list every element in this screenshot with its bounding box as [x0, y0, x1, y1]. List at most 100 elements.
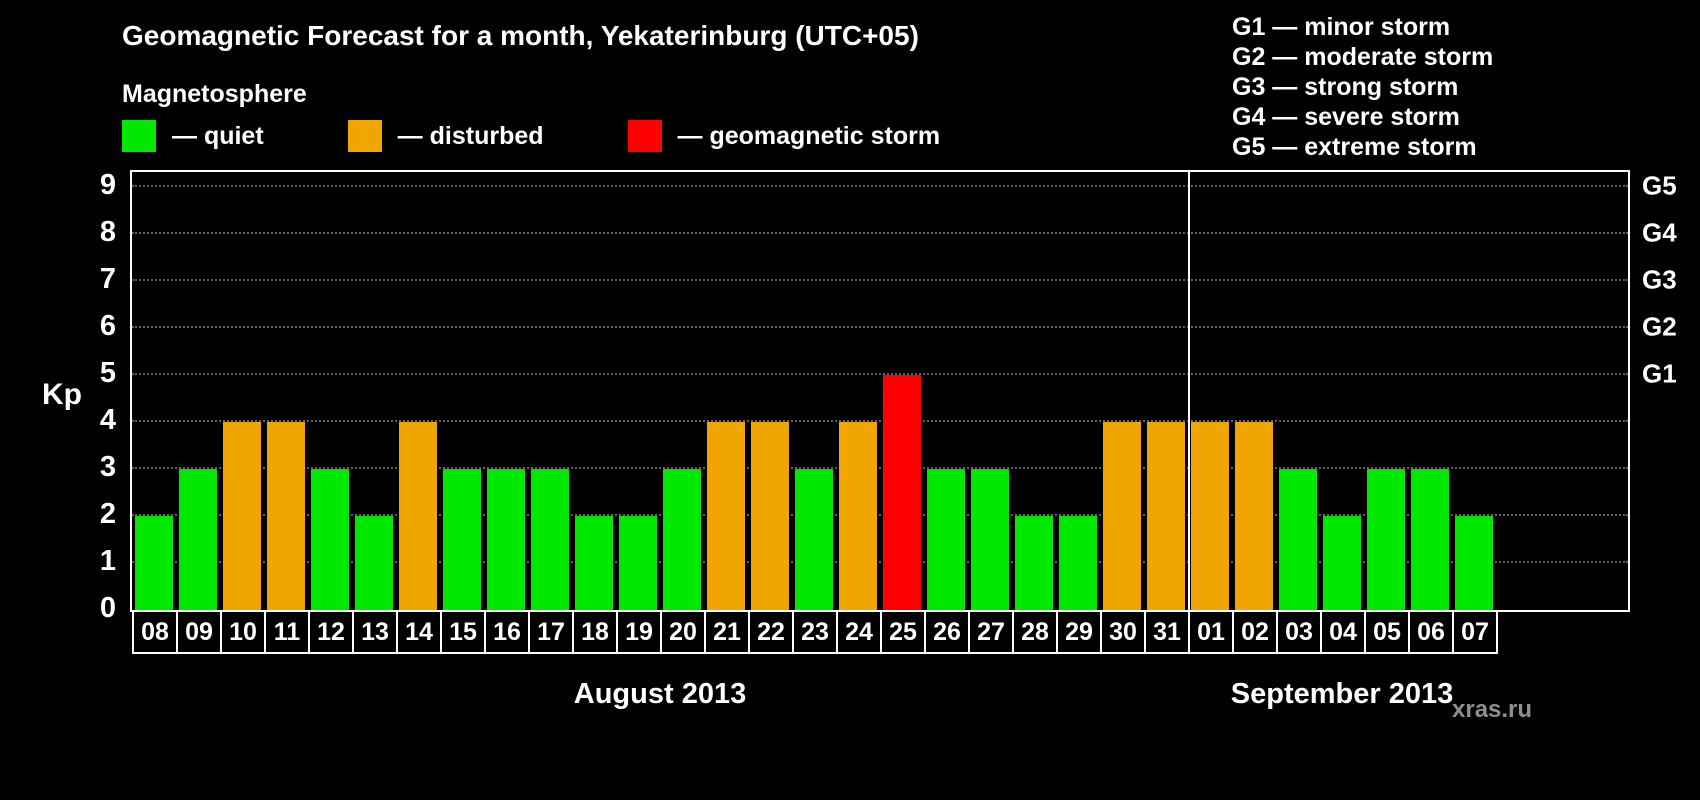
day-label-19: 19	[616, 610, 662, 654]
day-label-18: 18	[572, 610, 618, 654]
bar-day-03	[1279, 469, 1317, 610]
bar-day-24	[839, 422, 877, 610]
right-axis-label-G4: G4	[1642, 217, 1677, 248]
chart-title: Geomagnetic Forecast for a month, Yekate…	[122, 20, 919, 51]
bar-day-28	[1015, 516, 1053, 610]
day-label-29: 29	[1056, 610, 1102, 654]
day-label-22: 22	[748, 610, 794, 654]
bar-day-04	[1323, 516, 1361, 610]
legend-item-storm: — geomagnetic storm	[627, 120, 941, 152]
bar-day-15	[443, 469, 481, 610]
g-scale-legend: G1 — minor storm G2 — moderate storm G3 — …	[1232, 12, 1493, 162]
day-label-25: 25	[880, 610, 926, 654]
day-label-28: 28	[1012, 610, 1058, 654]
g-scale-legend-line-1: G1 — minor storm	[1232, 13, 1451, 41]
day-label-12: 12	[308, 610, 354, 654]
gridline-kp-1	[132, 561, 1628, 563]
bar-day-10	[223, 422, 261, 610]
gridline-kp-8	[132, 232, 1628, 234]
legend-item-quiet: — quiet	[122, 120, 264, 152]
day-label-27: 27	[968, 610, 1014, 654]
day-label-23: 23	[792, 610, 838, 654]
y-axis-title: Kp	[42, 378, 82, 411]
y-tick-label-9: 9	[99, 169, 116, 202]
y-tick-label-6: 6	[99, 310, 116, 343]
bar-day-01	[1191, 422, 1229, 610]
y-tick-label-7: 7	[99, 263, 116, 296]
bar-day-06	[1411, 469, 1449, 610]
bar-day-18	[575, 516, 613, 610]
legend-item-disturbed: — disturbed	[347, 120, 544, 152]
legend-label-disturbed: — disturbed	[397, 121, 544, 150]
y-tick-label-5: 5	[99, 357, 116, 390]
bar-day-17	[531, 469, 569, 610]
bar-day-27	[971, 469, 1009, 610]
day-label-10: 10	[220, 610, 266, 654]
bar-day-31	[1147, 422, 1185, 610]
gridline-kp-9	[132, 185, 1628, 187]
day-label-30: 30	[1100, 610, 1146, 654]
bar-day-22	[751, 422, 789, 610]
g-scale-legend-line-3: G3 — strong storm	[1232, 73, 1459, 101]
right-axis-label-G3: G3	[1642, 264, 1677, 295]
day-label-03: 03	[1276, 610, 1322, 654]
day-label-06: 06	[1408, 610, 1454, 654]
y-tick-label-8: 8	[99, 216, 116, 249]
day-label-31: 31	[1144, 610, 1190, 654]
magnetosphere-legend: — quiet — disturbed — geomagnetic storm	[122, 120, 940, 152]
bar-day-07	[1455, 516, 1493, 610]
day-label-09: 09	[176, 610, 222, 654]
legend-heading: Magnetosphere	[122, 80, 307, 108]
bar-day-19	[619, 516, 657, 610]
bar-day-16	[487, 469, 525, 610]
y-tick-label-3: 3	[99, 451, 116, 484]
day-label-04: 04	[1320, 610, 1366, 654]
bar-day-02	[1235, 422, 1273, 610]
y-tick-label-1: 1	[99, 545, 116, 578]
bar-day-12	[311, 469, 349, 610]
month-label-2: September 2013	[1230, 678, 1454, 710]
y-tick-label-4: 4	[99, 404, 116, 437]
plot-area	[130, 170, 1630, 612]
day-label-05: 05	[1364, 610, 1410, 654]
bar-day-26	[927, 469, 965, 610]
day-label-13: 13	[352, 610, 398, 654]
bar-day-11	[267, 422, 305, 610]
bar-day-23	[795, 469, 833, 610]
legend-swatch-disturbed	[347, 120, 382, 152]
legend-label-quiet: — quiet	[172, 121, 264, 150]
month-label-1: August 2013	[573, 678, 747, 710]
month-separator-line	[1188, 172, 1190, 610]
bar-day-09	[179, 469, 217, 610]
bar-day-14	[399, 422, 437, 610]
bar-day-29	[1059, 516, 1097, 610]
day-label-07: 07	[1452, 610, 1498, 654]
y-tick-label-0: 0	[99, 592, 116, 625]
day-label-01: 01	[1188, 610, 1234, 654]
day-label-24: 24	[836, 610, 882, 654]
gridline-kp-3	[132, 467, 1628, 469]
gridline-kp-5	[132, 373, 1628, 375]
gridline-kp-2	[132, 514, 1628, 516]
legend-swatch-quiet	[122, 120, 156, 152]
day-label-20: 20	[660, 610, 706, 654]
day-label-16: 16	[484, 610, 530, 654]
gridline-kp-7	[132, 279, 1628, 281]
day-label-02: 02	[1232, 610, 1278, 654]
gridline-kp-4	[132, 420, 1628, 422]
day-label-08: 08	[132, 610, 178, 654]
day-label-26: 26	[924, 610, 970, 654]
bar-day-25	[883, 375, 921, 610]
bar-day-13	[355, 516, 393, 610]
day-label-11: 11	[264, 610, 310, 654]
y-tick-label-2: 2	[99, 498, 116, 531]
bar-day-21	[707, 422, 745, 610]
right-axis-label-G2: G2	[1642, 311, 1677, 342]
bar-day-05	[1367, 469, 1405, 610]
right-axis-label-G5: G5	[1642, 170, 1677, 201]
bar-day-20	[663, 469, 701, 610]
g-scale-legend-line-5: G5 — extreme storm	[1232, 133, 1477, 161]
bar-day-30	[1103, 422, 1141, 610]
legend-label-storm: — geomagnetic storm	[677, 121, 941, 150]
